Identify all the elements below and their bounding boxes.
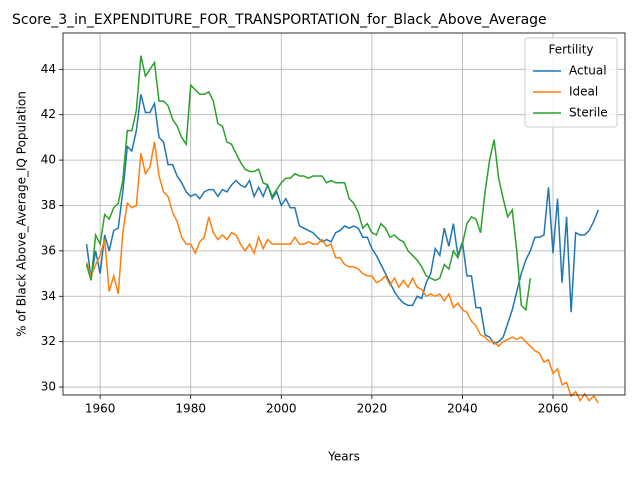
series-line [85, 141, 599, 404]
x-axis-label: Years [327, 450, 360, 464]
x-tick-label: 2000 [266, 402, 297, 416]
y-axis-label: % of Black Above_Average_IQ Population [15, 91, 29, 337]
y-tick-label: 30 [41, 380, 56, 394]
legend-title: Fertility [548, 43, 593, 57]
y-tick-label: 40 [41, 153, 56, 167]
chart-title: Score_3_in_EXPENDITURE_FOR_TRANSPORTATIO… [12, 12, 547, 28]
legend-label: Sterile [569, 106, 608, 120]
y-tick-label: 36 [41, 243, 56, 257]
y-tick-label: 38 [41, 198, 56, 212]
plot-frame [62, 32, 626, 396]
x-tick-label: 2060 [538, 402, 569, 416]
x-tick-label: 2020 [357, 402, 388, 416]
series-line [85, 94, 599, 345]
x-tick-label: 1980 [175, 402, 206, 416]
y-tick-label: 34 [41, 289, 56, 303]
y-tick-label: 32 [41, 334, 56, 348]
x-tick-label: 1960 [85, 402, 116, 416]
x-tick-label: 2040 [447, 402, 478, 416]
legend-box [524, 37, 618, 128]
legend-label: Ideal [569, 85, 598, 99]
series-line [85, 55, 532, 312]
y-tick-label: 42 [41, 107, 56, 121]
legend-label: Actual [569, 64, 607, 78]
y-tick-label: 44 [41, 62, 56, 76]
